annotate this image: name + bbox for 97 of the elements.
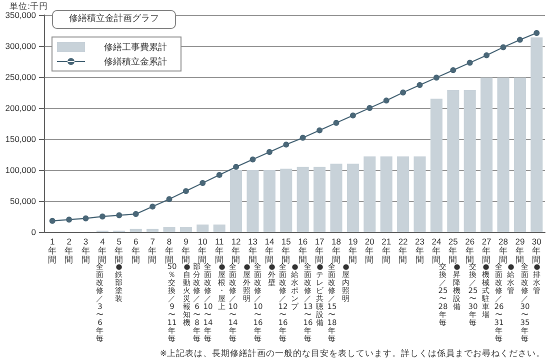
- point: [383, 98, 390, 104]
- point: [350, 112, 356, 118]
- point: [266, 149, 272, 156]
- point: [82, 215, 89, 222]
- x-tick-label: 19年間: [348, 236, 358, 264]
- x-tick-label: 8年間: [164, 236, 174, 264]
- bar: [263, 170, 276, 232]
- x-tick-label: 6年間: [131, 236, 140, 264]
- x-tick-label: 26年間: [465, 236, 475, 264]
- bar: [514, 78, 526, 232]
- bar: [346, 164, 359, 232]
- point: [99, 214, 106, 220]
- x-tick-label: 7年間: [148, 236, 158, 264]
- x-tick-label: 20年間: [364, 236, 375, 264]
- y-axis-title: 単位:千円: [10, 1, 48, 12]
- point: [200, 180, 206, 186]
- point: [233, 164, 240, 170]
- x-tick-label: 23年間: [415, 236, 425, 264]
- x-tick-label: 1年間: [48, 236, 57, 264]
- x-tick-label: 12年間: [231, 236, 242, 264]
- x-tick-label: 21年間: [382, 236, 392, 264]
- bar: [414, 156, 426, 232]
- point: [484, 52, 490, 58]
- point: [400, 90, 406, 96]
- y-tick-label: 0: [31, 227, 36, 237]
- bar: [380, 156, 392, 232]
- x-tick-label: 11年間: [214, 236, 224, 264]
- x-tick-label: 13年間: [248, 236, 258, 264]
- y-tick-label: 250,000: [5, 72, 36, 82]
- bar: [364, 156, 376, 232]
- x-tick-label: 14年間: [264, 236, 274, 264]
- point: [500, 44, 506, 50]
- x-tick-label: 28年間: [498, 236, 508, 264]
- bar: [213, 224, 226, 232]
- bar: [447, 90, 460, 232]
- x-tick-label: 16年間: [298, 236, 308, 264]
- point: [366, 105, 373, 111]
- point: [450, 67, 456, 74]
- bar: [397, 156, 410, 232]
- y-tick-label: 100,000: [5, 165, 36, 175]
- y-tick-label: 150,000: [5, 134, 36, 144]
- bar: [163, 227, 176, 232]
- x-tick-label: 30年間: [532, 236, 542, 264]
- bar: [246, 170, 259, 232]
- point: [66, 216, 72, 223]
- bar: [230, 170, 242, 232]
- point: [283, 142, 290, 148]
- x-tick-label: 27年間: [482, 236, 492, 264]
- y-tick-label: 200,000: [5, 103, 36, 113]
- point: [433, 74, 440, 81]
- point: [150, 204, 156, 210]
- point: [166, 196, 172, 202]
- bar: [464, 90, 476, 232]
- x-tick-label: 9年間: [181, 236, 190, 264]
- x-tick-label: 2年間: [64, 236, 74, 264]
- text: ※上記表は、長期修繕計画の一般的な目安を表しています。詳しくは係員までお尋ねください。: [158, 348, 545, 360]
- bar: [430, 98, 442, 232]
- legend-label: 修繕積立金累計: [104, 56, 167, 66]
- x-tick-label: 3年間: [81, 236, 90, 264]
- point: [182, 188, 189, 194]
- point: [132, 211, 139, 218]
- point: [216, 172, 222, 178]
- bar: [480, 78, 493, 232]
- point: [534, 30, 540, 36]
- bar: [314, 166, 326, 232]
- y-tick-label: 300,000: [5, 41, 36, 51]
- x-tick-label: 29年間: [515, 236, 525, 264]
- x-tick-label: 18年間: [332, 236, 342, 264]
- x-tick-label: 15年間: [281, 236, 292, 264]
- point: [333, 120, 340, 126]
- y-tick-label: 350,000: [5, 10, 36, 20]
- x-tick-label: 22年間: [398, 236, 408, 264]
- x-tick-label: 10年間: [198, 236, 208, 264]
- bar: [130, 228, 142, 232]
- x-tick-label: 24年間: [432, 236, 442, 264]
- bar: [530, 37, 543, 232]
- point: [300, 134, 306, 141]
- point: [516, 36, 523, 43]
- bar: [497, 78, 510, 232]
- point: [416, 82, 423, 88]
- point: [466, 60, 473, 66]
- bar: [280, 168, 292, 232]
- point: [49, 218, 56, 224]
- bar: [196, 224, 209, 232]
- x-tick-label: 17年間: [314, 236, 325, 264]
- point: [250, 156, 256, 162]
- x-tick-label: 4年間: [98, 236, 107, 264]
- point: [116, 212, 122, 218]
- y-tick-label: 50,000: [10, 196, 36, 206]
- point: [316, 127, 323, 134]
- legend-label: 修繕工事費累計: [104, 42, 167, 52]
- x-tick-label: 5年間: [114, 236, 124, 264]
- bar: [180, 227, 192, 232]
- bar: [296, 166, 309, 232]
- bar: [146, 228, 159, 232]
- x-tick-label: 25年間: [448, 236, 458, 264]
- bar: [330, 164, 342, 232]
